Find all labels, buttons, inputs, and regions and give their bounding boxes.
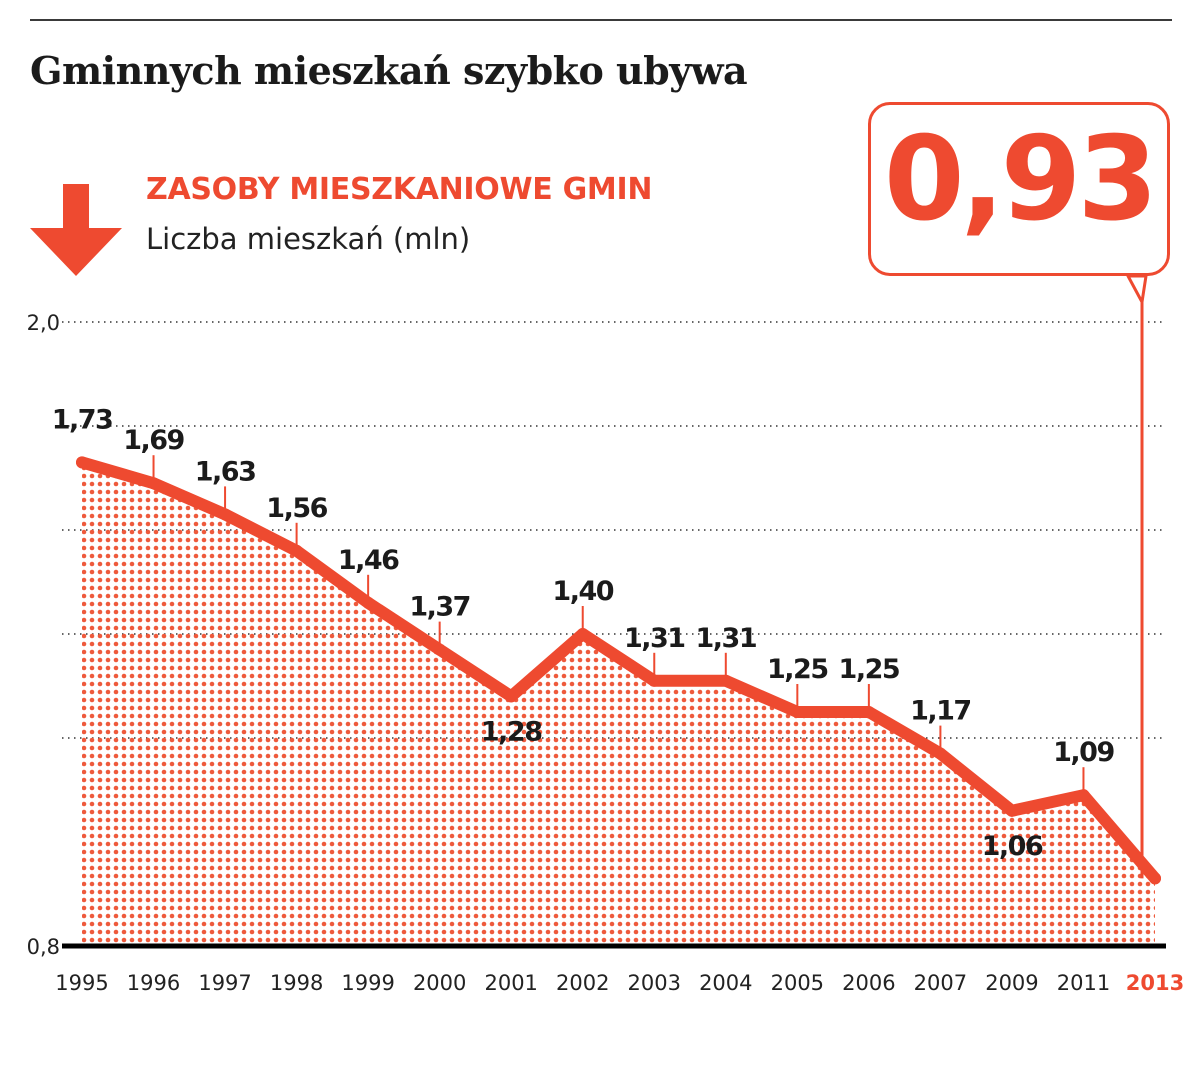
highlight-value: 0,93	[883, 112, 1158, 247]
line-layer	[76, 456, 1161, 885]
data-label: 1,56	[266, 493, 327, 524]
data-point	[219, 508, 232, 521]
data-label: 1,25	[767, 654, 828, 685]
data-point	[362, 596, 375, 609]
callout-pointer	[1126, 274, 1148, 304]
x-tick-label: 2007	[914, 971, 967, 995]
data-label: 1,31	[695, 623, 756, 654]
x-tick-label: 2003	[628, 971, 681, 995]
down-arrow-icon	[30, 184, 122, 276]
highlight-callout	[868, 102, 1170, 276]
data-point	[1149, 872, 1161, 885]
area-fill	[82, 462, 1155, 946]
y-tick-label: 2,0	[27, 311, 60, 335]
axis-layer: 0,8 2,0 1995 1996 1997 1998 1999 2000 2001 2002 20…	[27, 311, 1185, 995]
data-point	[934, 747, 947, 760]
data-label: 1,63	[195, 456, 256, 487]
data-point	[290, 544, 303, 557]
data-point	[1077, 789, 1090, 802]
x-tick-label: 2001	[484, 971, 537, 995]
x-tick-label: 1995	[55, 971, 108, 995]
data-label: 1,28	[481, 716, 542, 747]
data-label: 1,40	[552, 576, 613, 607]
data-point	[719, 674, 732, 687]
top-rule	[30, 19, 1172, 21]
data-label: 1,69	[123, 425, 184, 456]
x-tick-label: 1997	[198, 971, 251, 995]
data-point	[791, 706, 804, 718]
x-tick-label: 2000	[413, 971, 466, 995]
y-tick-label: 0,8	[27, 935, 60, 959]
x-tick-label: 2011	[1057, 971, 1110, 995]
x-tick-label: 1996	[127, 971, 180, 995]
x-tick-label: 2004	[699, 971, 752, 995]
data-point	[433, 643, 446, 656]
unit-label: Liczba mieszkań (mln)	[146, 222, 471, 256]
data-label: 1,17	[910, 696, 971, 727]
data-point	[505, 690, 518, 703]
x-tick-label: 2009	[985, 971, 1038, 995]
data-label: 1,73	[52, 404, 113, 435]
area-layer	[82, 462, 1155, 946]
label-layer: 1,73 1,69 1,63 1,56 1,46 1,37 1,28 1,40 1,31 1,31…	[52, 404, 1116, 862]
chart-title: Gminnych mieszkań szybko ubywa	[30, 48, 748, 93]
chart-subtitle: ZASOBY MIESZKANIOWE GMIN	[146, 172, 653, 207]
data-point	[648, 674, 661, 687]
data-label: 1,46	[338, 545, 399, 576]
data-point	[862, 706, 875, 718]
x-tick-label: 1998	[270, 971, 323, 995]
data-label: 1,06	[982, 831, 1043, 862]
data-label: 1,31	[624, 623, 685, 654]
data-point	[76, 456, 88, 469]
data-label: 1,25	[839, 654, 900, 685]
data-point	[147, 477, 160, 490]
x-tick-label: 2013	[1126, 971, 1184, 995]
x-tick-label: 2002	[556, 971, 609, 995]
data-label: 1,37	[409, 592, 470, 623]
series-line	[76, 456, 1161, 885]
data-point	[576, 628, 589, 640]
data-point	[1005, 804, 1018, 817]
x-tick-label: 2006	[842, 971, 895, 995]
x-tick-label: 2005	[771, 971, 824, 995]
data-label: 1,09	[1053, 737, 1114, 768]
x-tick-label: 1999	[341, 971, 394, 995]
